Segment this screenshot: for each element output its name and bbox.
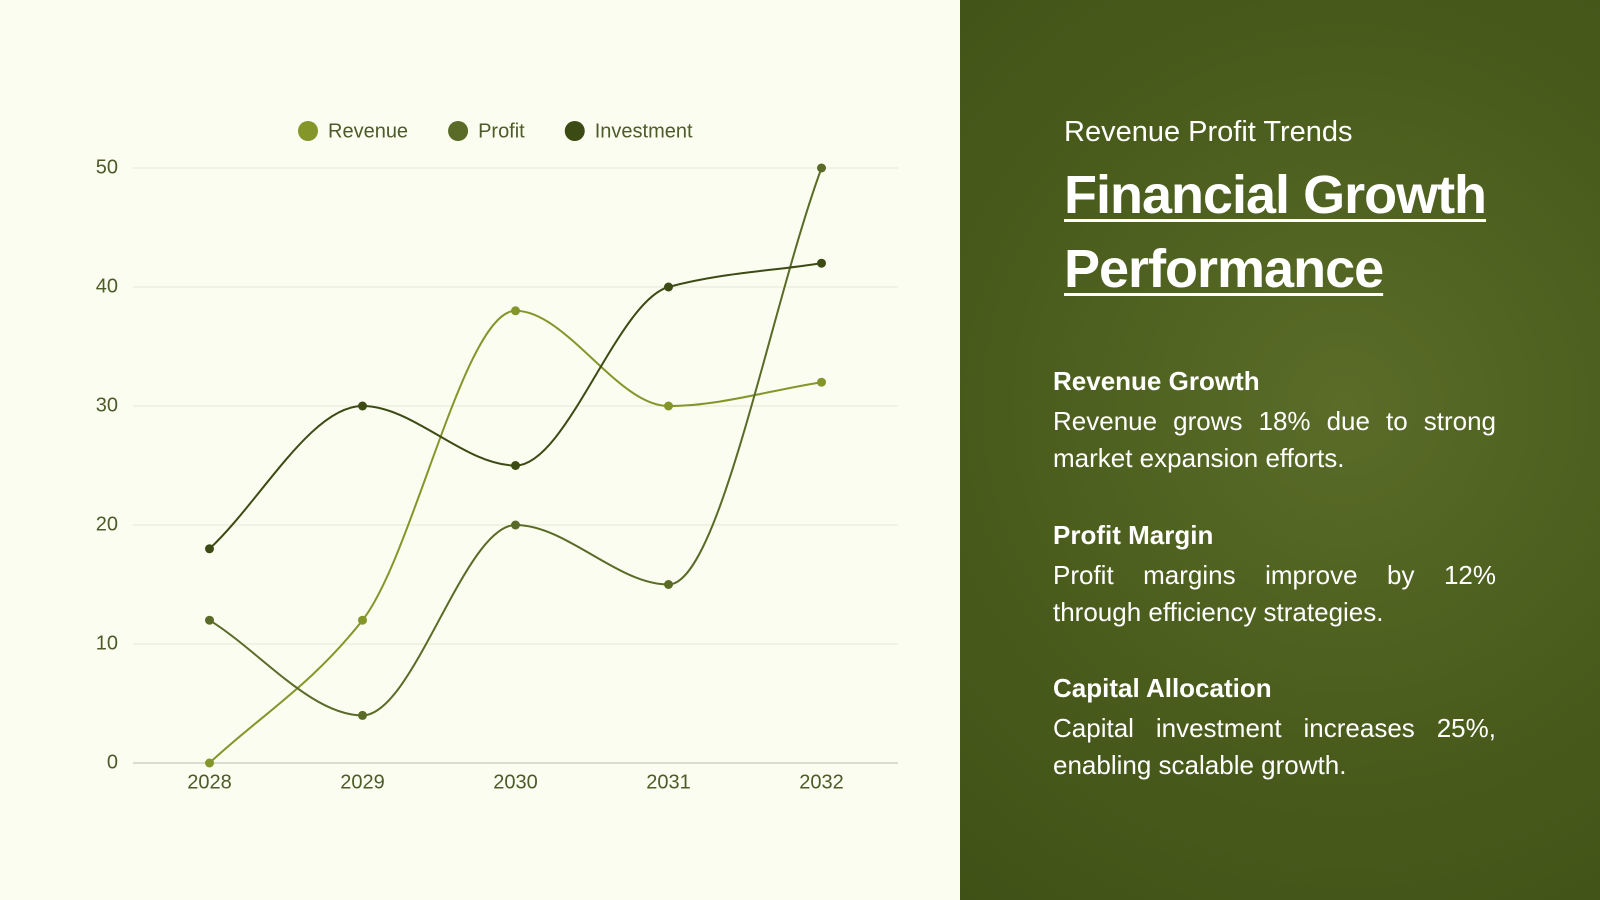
legend-swatch [564,121,585,141]
y-tick-label: 10 [96,632,118,654]
y-tick-label: 50 [96,156,118,178]
section: Capital Allocation Capital investment in… [1053,673,1496,784]
legend-label: Profit [478,120,525,142]
point [817,163,826,173]
point [664,282,673,292]
section-heading: Capital Allocation [1053,673,1272,703]
line [208,167,823,717]
x-tick-label: 2032 [799,771,844,793]
point [358,401,367,411]
section: Revenue Growth Revenue grows 18% due to … [1053,366,1496,477]
y-tick-label: 0 [107,751,118,773]
point [358,615,367,625]
x-tick-label: 2028 [187,771,232,793]
info-panel: Revenue Profit Trends Financial Growth P… [960,0,1600,900]
point [817,377,826,387]
legend-swatch [448,121,469,141]
section-heading: Profit Margin [1053,520,1214,550]
line [208,309,822,764]
point [817,258,826,268]
y-tick-label: 40 [96,275,118,297]
title: Financial Growth Performance [1064,165,1487,299]
point [511,306,520,316]
point [664,401,673,411]
x-tick-label: 2031 [646,771,691,793]
section-heading: Revenue Growth [1053,366,1260,396]
legend-swatch [298,121,318,141]
x-tick-label: 2030 [493,771,538,793]
point [205,544,214,554]
point [205,615,214,625]
legend-label: Investment [595,120,693,142]
section-text: Profit margins improve by 12% through ef… [1053,560,1496,627]
legend-label: Revenue [328,120,408,142]
section-text: Revenue grows 18% due to strong market e… [1053,406,1496,473]
point [664,580,673,589]
point [511,461,520,470]
y-tick-label: 30 [96,394,118,416]
x-tick-label: 2029 [340,771,385,793]
subtitle: Revenue Profit Trends [1064,116,1353,148]
section: Profit Margin Profit margins improve by … [1053,520,1496,631]
section-text: Capital investment increases 25%, enabli… [1053,713,1496,780]
point [511,520,520,530]
y-tick-label: 20 [96,513,118,535]
point [205,758,214,768]
point [358,710,367,720]
